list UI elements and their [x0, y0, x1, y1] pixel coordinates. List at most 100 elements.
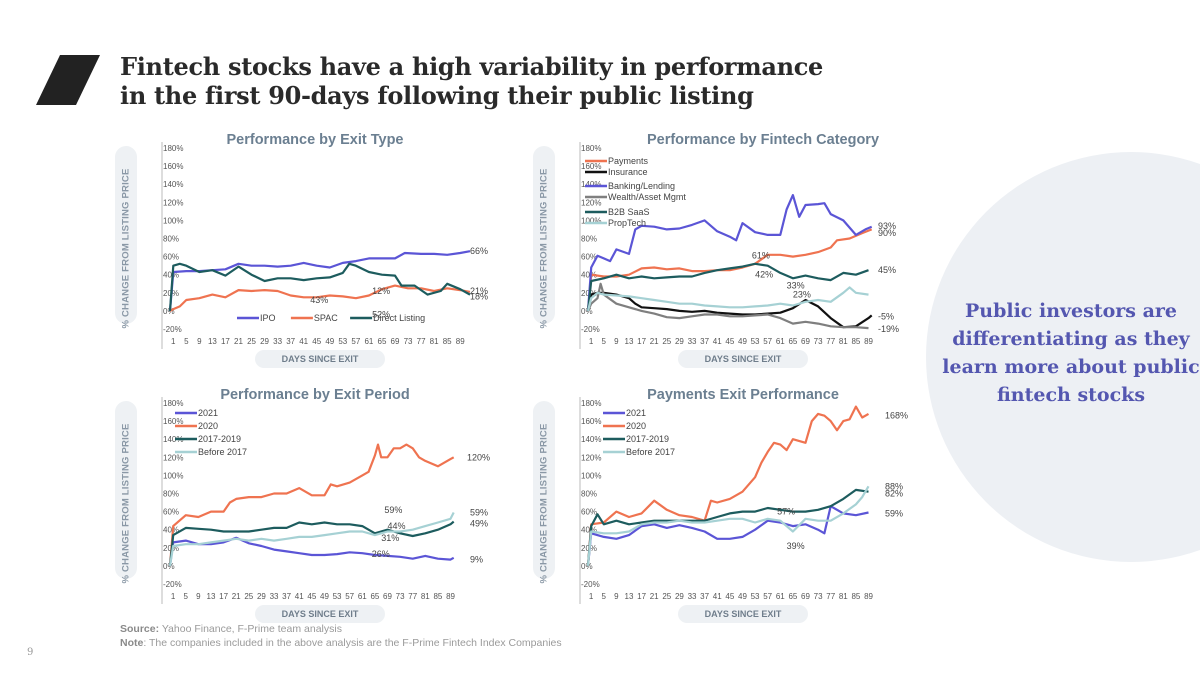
x-tick-label: 29	[257, 592, 266, 601]
data-label: 93%	[878, 221, 896, 231]
y-tick-label: 80%	[163, 235, 179, 244]
x-tick-label: 69	[801, 337, 810, 346]
line-chart-fintech-category: 180%160%140%120%100%80%60%40%20%0%-20%1 5…	[579, 142, 899, 349]
y-tick-label: 60%	[581, 508, 597, 517]
y-tick-label: 140%	[581, 180, 601, 189]
y-tick-label: 100%	[163, 216, 183, 225]
x-tick-label: 29	[675, 592, 684, 601]
x-tick-label: 37	[700, 337, 709, 346]
x-tick-label: 33	[270, 592, 279, 601]
x-tick-label: 69	[391, 337, 400, 346]
chart-title: Performance by Exit Type	[226, 132, 404, 148]
legend-label: Insurance	[608, 167, 648, 177]
data-label: 120%	[467, 452, 490, 462]
line-chart-exit-period: 180%160%140%120%100%80%60%40%20%0%-20%1 5…	[161, 397, 490, 604]
x-tick-label: 45	[312, 337, 321, 346]
y-tick-label: 40%	[581, 526, 597, 535]
x-tick-label: 1	[589, 592, 594, 601]
y-tick-label: 120%	[163, 453, 183, 462]
y-tick-label: 160%	[163, 417, 183, 426]
y-tick-label: 40%	[163, 526, 179, 535]
x-tick-label: 81	[839, 592, 848, 601]
x-tick-label: 33	[273, 337, 282, 346]
y-tick-label: 40%	[581, 271, 597, 280]
y-tick-label: 120%	[163, 198, 183, 207]
x-tick-label: 1	[171, 592, 176, 601]
chart-title: Performance by Fintech Category	[646, 132, 880, 148]
data-label: -5%	[878, 311, 894, 321]
footer-source: Source: Yahoo Finance, F-Prime team anal…	[120, 623, 342, 635]
x-tick-label: 21	[650, 337, 659, 346]
series-line-proptech	[586, 286, 869, 312]
y-tick-label: 180%	[163, 144, 183, 153]
x-tick-label: 45	[307, 592, 316, 601]
y-tick-label: 120%	[581, 453, 601, 462]
x-tick-label: 61	[776, 592, 785, 601]
x-tick-label: 57	[763, 337, 772, 346]
legend-label: 2017-2019	[626, 434, 669, 444]
data-label: 57%	[777, 507, 795, 517]
x-tick-label: 33	[688, 592, 697, 601]
data-label: -19%	[878, 324, 899, 334]
y-tick-label: 160%	[163, 162, 183, 171]
x-tick-label: 77	[408, 592, 417, 601]
x-tick-label: 17	[637, 337, 646, 346]
y-tick-label: 80%	[163, 490, 179, 499]
y-tick-label: 160%	[581, 162, 601, 171]
x-tick-label: 25	[244, 592, 253, 601]
x-tick-label: 25	[247, 337, 256, 346]
legend-label: Direct Listing	[373, 313, 425, 323]
y-tick-label: 140%	[163, 435, 183, 444]
y-tick-label: 180%	[581, 399, 601, 408]
data-label: 33%	[787, 281, 805, 291]
series-line-payments	[586, 228, 873, 311]
note-text: : The companies included in the above an…	[143, 637, 562, 649]
x-tick-label: 9	[197, 337, 202, 346]
x-tick-label: 21	[650, 592, 659, 601]
y-tick-label: 140%	[163, 180, 183, 189]
legend-label: B2B SaaS	[608, 207, 650, 217]
y-tick-label: 80%	[581, 235, 597, 244]
series-line-insurance	[586, 291, 873, 329]
x-tick-label: 89	[456, 337, 465, 346]
data-label: 44%	[388, 521, 406, 531]
x-tick-label: 85	[851, 592, 860, 601]
page-number: 9	[27, 647, 34, 658]
x-tick-label: 89	[446, 592, 455, 601]
x-tick-label: 17	[637, 592, 646, 601]
x-tick-label: 81	[839, 337, 848, 346]
source-text: Yahoo Finance, F-Prime team analysis	[159, 623, 342, 635]
x-tick-label: 13	[208, 337, 217, 346]
chart-panel-payments-exit: % CHANGE FROM LISTING PRICE Payments Exi…	[533, 383, 923, 623]
x-tick-label: 49	[325, 337, 334, 346]
data-label: 9%	[470, 555, 483, 565]
x-tick-label: 9	[196, 592, 201, 601]
x-tick-label: 69	[801, 592, 810, 601]
x-tick-label: 73	[404, 337, 413, 346]
data-label: 61%	[752, 251, 770, 261]
data-label: 12%	[372, 286, 390, 296]
x-tick-label: 13	[207, 592, 216, 601]
x-tick-label: 5	[602, 592, 607, 601]
title-line-1: Fintech stocks have a high variability i…	[120, 52, 824, 81]
x-tick-label: 49	[738, 337, 747, 346]
x-tick-label: 69	[383, 592, 392, 601]
data-label: 168%	[885, 411, 908, 421]
x-tick-label: 73	[814, 337, 823, 346]
y-tick-label: -20%	[581, 580, 600, 589]
data-label: 43%	[310, 295, 328, 305]
y-tick-label: 60%	[581, 253, 597, 262]
series-line-before-2017	[586, 485, 870, 567]
data-label: 90%	[878, 228, 896, 238]
x-tick-label: 85	[433, 592, 442, 601]
series-line-2020	[168, 443, 455, 566]
x-tick-label: 57	[763, 592, 772, 601]
legend-label: Payments	[608, 156, 649, 166]
x-tick-label: 41	[713, 592, 722, 601]
line-chart-exit-type: 180%160%140%120%100%80%60%40%20%0%-20%1 5…	[161, 142, 488, 349]
x-tick-label: 41	[299, 337, 308, 346]
x-tick-label: 1	[171, 337, 176, 346]
x-tick-label: 77	[826, 592, 835, 601]
y-tick-label: 60%	[163, 508, 179, 517]
x-tick-label: 45	[725, 592, 734, 601]
